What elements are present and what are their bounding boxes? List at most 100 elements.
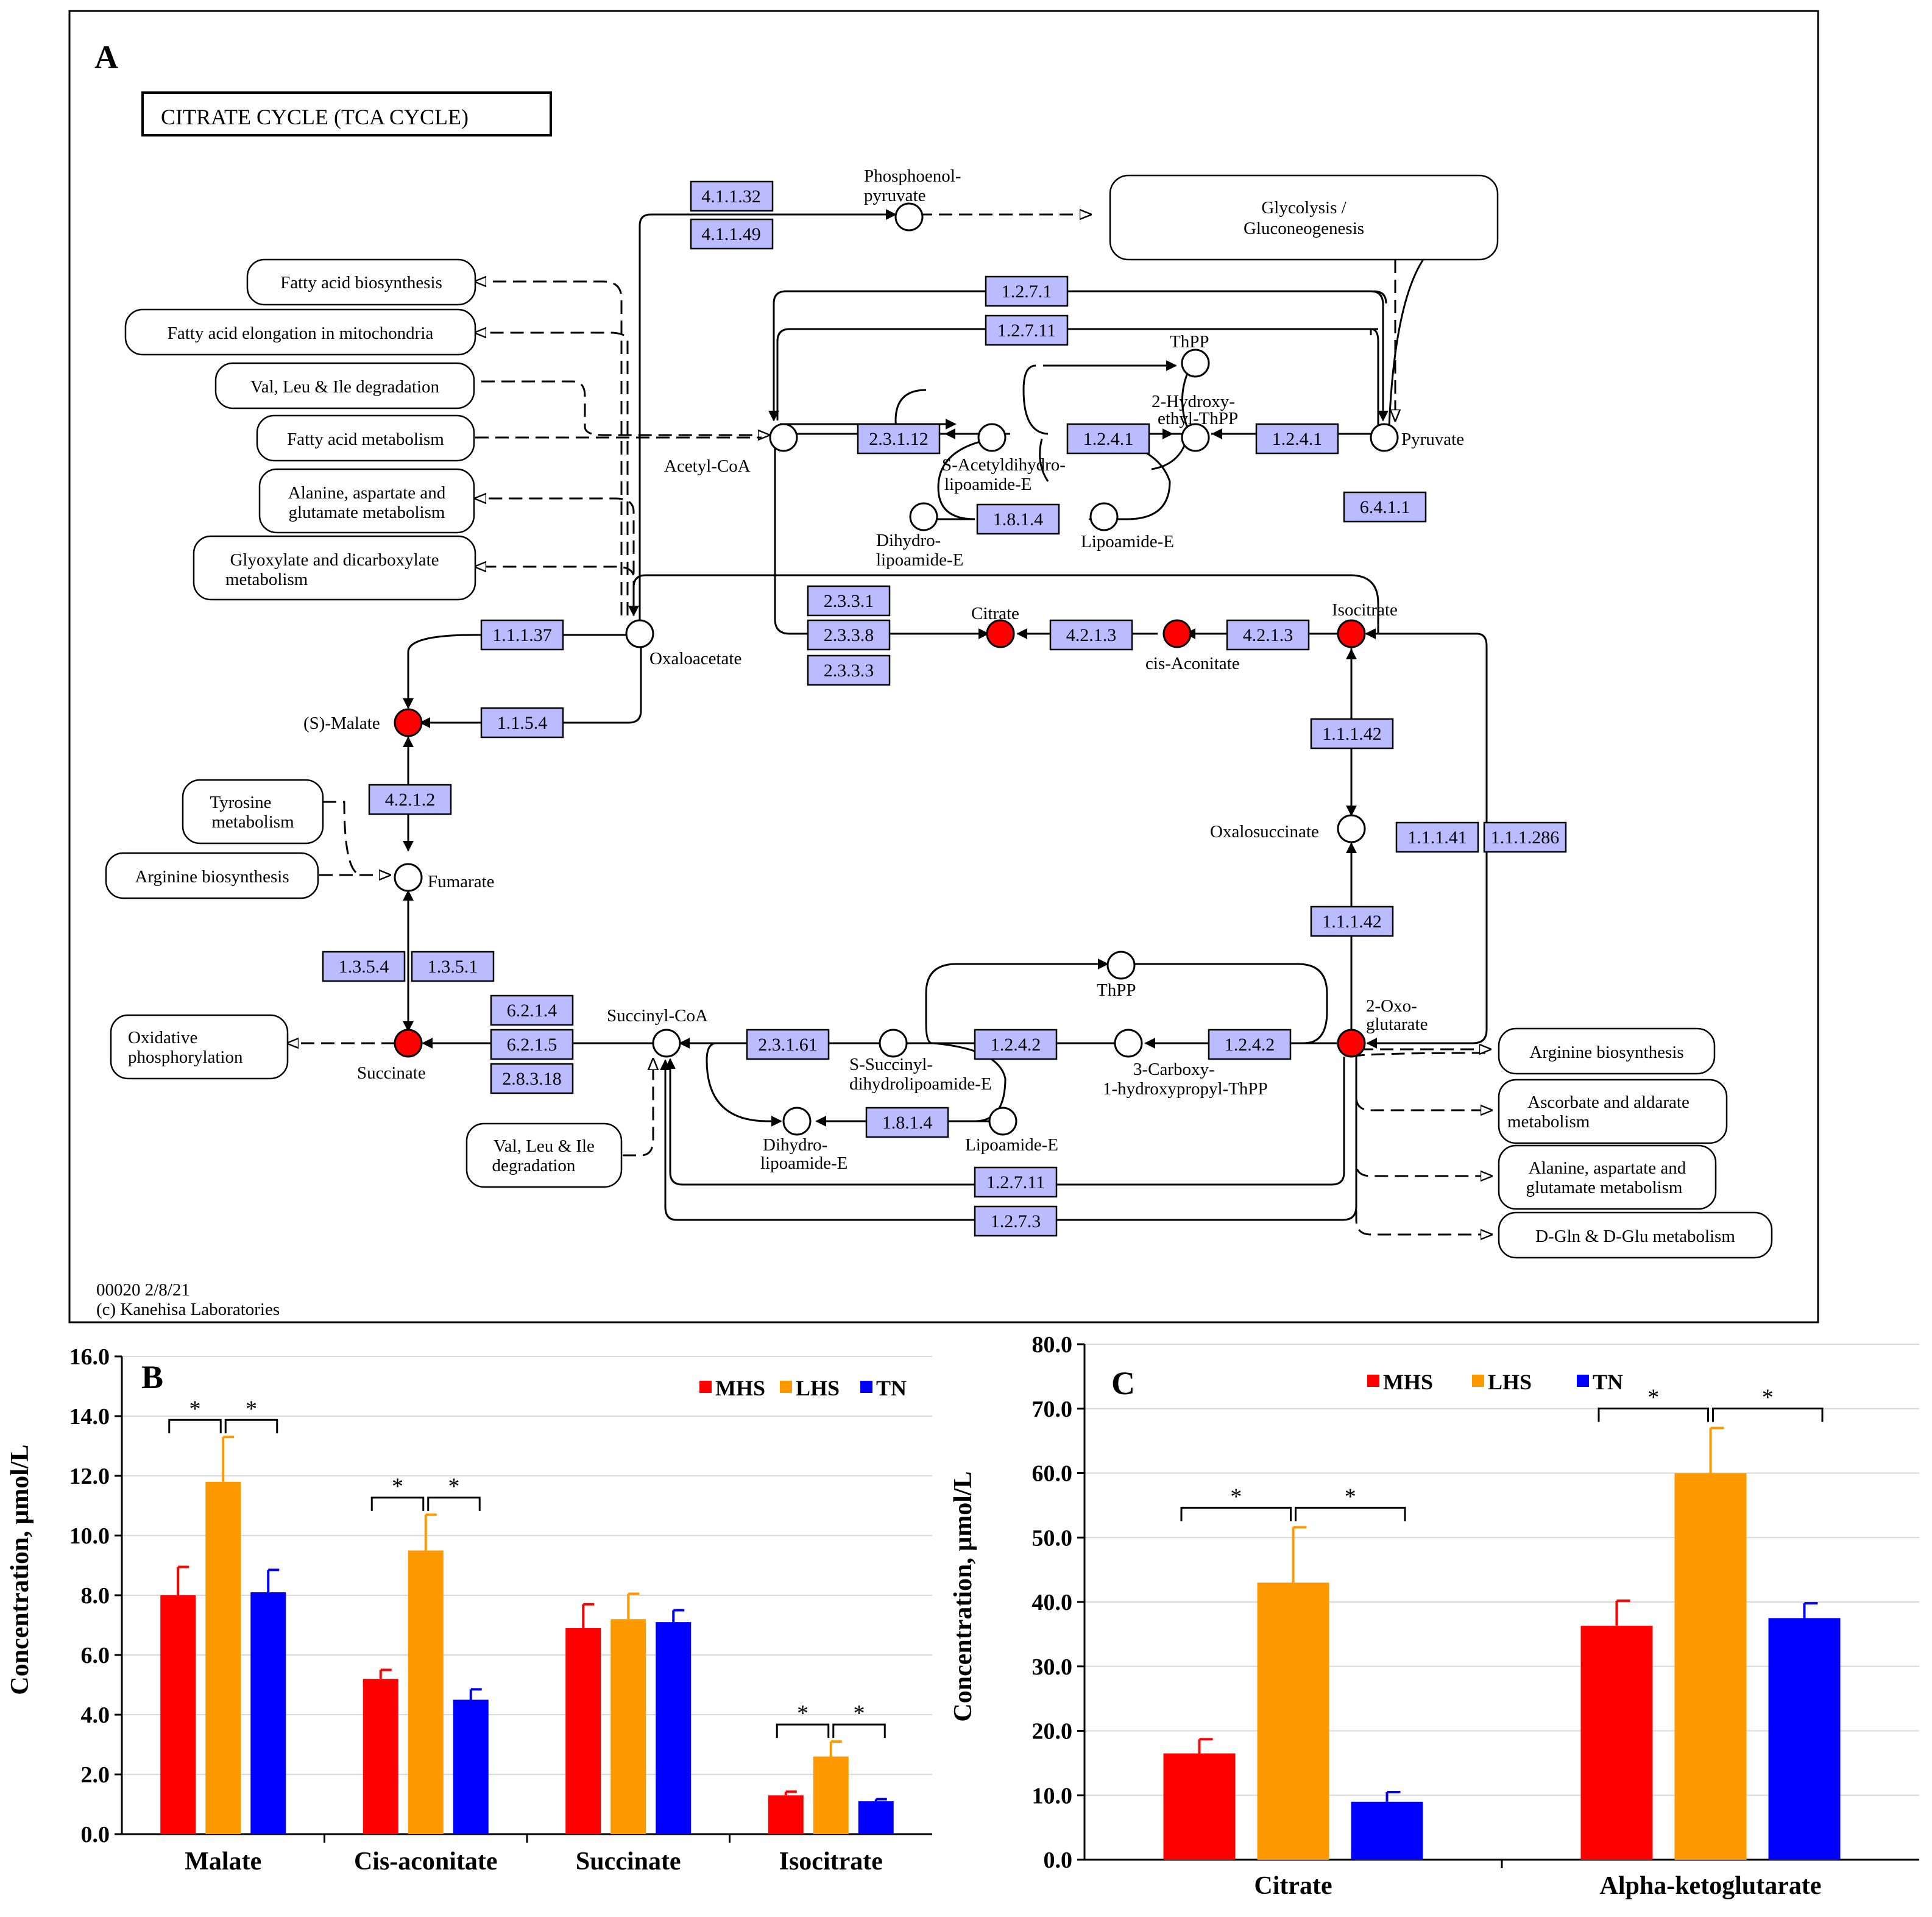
chartB-bar-lhs bbox=[813, 1756, 849, 1834]
svg-text:Oxalosuccinate: Oxalosuccinate bbox=[1210, 822, 1319, 842]
panel-b-tick-labels: 0.0 2.0 4.0 6.0 8.0 10.0 12.0 14.0 16.0 bbox=[69, 1344, 110, 1848]
panel-a: A CITRATE CYCLE (TCA CYCLE) bbox=[68, 10, 1819, 1323]
chartB-bar-tn bbox=[250, 1592, 286, 1834]
ec-2-8-3-18: 2.8.3.18 bbox=[490, 1063, 574, 1094]
chartB-sig-star: * bbox=[392, 1474, 403, 1500]
panel-b-label: B bbox=[141, 1359, 163, 1395]
svg-text:3-Carboxy-: 3-Carboxy- bbox=[1133, 1060, 1215, 1079]
svg-text:2.3.3.8: 2.3.3.8 bbox=[824, 625, 874, 645]
svg-text:Succinate: Succinate bbox=[357, 1063, 426, 1083]
svg-text:6.2.1.5: 6.2.1.5 bbox=[507, 1035, 557, 1055]
svg-text:1.2.7.11: 1.2.7.11 bbox=[997, 321, 1056, 341]
ec-2-3-1-61: 2.3.1.61 bbox=[746, 1029, 830, 1060]
svg-text:ThPP: ThPP bbox=[1097, 980, 1136, 1000]
chartB-ytick-label: 14.0 bbox=[69, 1404, 110, 1430]
chartC-bar-tn bbox=[1351, 1801, 1423, 1860]
svg-text:S-Succinyl-: S-Succinyl- bbox=[849, 1055, 933, 1074]
chartC-category-label: Citrate bbox=[1254, 1872, 1332, 1900]
chartB-bar-tn bbox=[453, 1699, 489, 1834]
panel-c-significance: * * * * bbox=[1180, 1384, 1824, 1522]
ec-1-1-1-41: 1.1.1.41 bbox=[1395, 821, 1479, 853]
svg-text:2.3.3.3: 2.3.3.3 bbox=[824, 661, 874, 681]
chartC-bar-tn bbox=[1768, 1618, 1841, 1860]
svg-text:degradation: degradation bbox=[492, 1156, 576, 1175]
chartB-sig-star: * bbox=[448, 1474, 460, 1500]
chartC-bar-lhs bbox=[1257, 1582, 1329, 1860]
svg-text:Lipoamide-E: Lipoamide-E bbox=[1081, 532, 1174, 551]
svg-text:2.3.3.1: 2.3.3.1 bbox=[824, 591, 874, 611]
svg-text:ethyl-ThPP: ethyl-ThPP bbox=[1158, 409, 1238, 428]
chartC-sig-star: * bbox=[1762, 1384, 1774, 1410]
svg-text:6.4.1.1: 6.4.1.1 bbox=[1360, 497, 1410, 517]
chartC-legend-swatch-tn bbox=[1577, 1375, 1589, 1387]
panel-b-legend: MHS LHS TN bbox=[699, 1376, 907, 1400]
ec-2-3-3-3: 2.3.3.3 bbox=[807, 654, 891, 686]
svg-text:4.1.1.49: 4.1.1.49 bbox=[701, 224, 761, 244]
svg-text:1.3.5.4: 1.3.5.4 bbox=[339, 957, 389, 977]
svg-text:Pyruvate: Pyruvate bbox=[1401, 430, 1464, 449]
svg-text:1.2.4.2: 1.2.4.2 bbox=[1225, 1035, 1275, 1055]
chartB-ytick-label: 6.0 bbox=[81, 1643, 110, 1668]
panel-c-ylabel: Concentration, μmol/L bbox=[949, 1471, 977, 1721]
svg-text:Fatty acid metabolism: Fatty acid metabolism bbox=[287, 430, 444, 449]
svg-text:pyruvate: pyruvate bbox=[864, 186, 925, 205]
svg-text:1.1.1.286: 1.1.1.286 bbox=[1491, 827, 1560, 848]
svg-text:4.1.1.32: 4.1.1.32 bbox=[701, 186, 761, 207]
svg-text:1.8.1.4: 1.8.1.4 bbox=[882, 1113, 933, 1133]
node-oxoglutarate bbox=[1337, 1029, 1366, 1058]
svg-text:1.1.1.41: 1.1.1.41 bbox=[1407, 827, 1467, 848]
svg-text:2-Oxo-: 2-Oxo- bbox=[1366, 996, 1417, 1016]
svg-text:(S)-Malate: (S)-Malate bbox=[303, 714, 380, 733]
svg-text:6.2.1.4: 6.2.1.4 bbox=[507, 1001, 557, 1021]
chartC-sig-bracket bbox=[1295, 1506, 1406, 1522]
pathway-boxes: Glycolysis /Gluconeogenesis Fatty acid b… bbox=[105, 174, 1773, 1259]
footer-id: 00020 2/8/21 bbox=[96, 1280, 190, 1300]
chartB-sig-star: * bbox=[246, 1396, 257, 1422]
panel-b-chart: 0.0 2.0 4.0 6.0 8.0 10.0 12.0 14.0 16.0 Malate Ci… bbox=[6, 1344, 932, 1876]
chartC-ytick-label: 30.0 bbox=[1032, 1654, 1073, 1680]
chartB-sig-star: * bbox=[189, 1396, 201, 1422]
svg-text:lipoamide-E: lipoamide-E bbox=[760, 1153, 847, 1173]
chartC-sig-star: * bbox=[1345, 1484, 1356, 1509]
node-malate bbox=[394, 708, 423, 737]
chartB-sig-bracket bbox=[370, 1497, 425, 1511]
svg-text:metabolism: metabolism bbox=[211, 812, 294, 832]
node-hydroxyethyl-thpp bbox=[1181, 423, 1210, 452]
ec-4-2-1-3-b: 4.2.1.3 bbox=[1226, 619, 1310, 651]
svg-text:Oxidative: Oxidative bbox=[128, 1028, 197, 1047]
node-succinyl-coa bbox=[652, 1029, 681, 1058]
svg-text:cis-Aconitate: cis-Aconitate bbox=[1145, 654, 1240, 673]
node-s-acetyldihydrolipoamide bbox=[977, 423, 1007, 452]
chartB-legend-swatch-lhs bbox=[780, 1381, 792, 1393]
svg-text:Glyoxylate and dicarboxylate: Glyoxylate and dicarboxylate bbox=[230, 550, 439, 570]
ec-2-3-1-12: 2.3.1.12 bbox=[857, 423, 941, 455]
chartC-ytick-label: 20.0 bbox=[1032, 1719, 1073, 1745]
chartB-bar-lhs bbox=[205, 1481, 241, 1834]
map-fatty-acid-biosynthesis: Fatty acid biosynthesis bbox=[246, 258, 476, 306]
svg-text:1.1.1.37: 1.1.1.37 bbox=[492, 625, 552, 645]
enzyme-boxes: 4.1.1.32 4.1.1.49 1.2.7.1 1.2.7.11 2.3.1… bbox=[322, 180, 1567, 1237]
svg-text:Arginine biosynthesis: Arginine biosynthesis bbox=[135, 867, 289, 887]
chartC-sig-star: * bbox=[1647, 1384, 1659, 1410]
ec-6-4-1-1: 6.4.1.1 bbox=[1343, 491, 1427, 523]
node-dihydrolipoamide-bottom bbox=[782, 1107, 812, 1136]
chartB-category-label: Malate bbox=[185, 1848, 261, 1876]
ec-4-1-1-49: 4.1.1.49 bbox=[690, 218, 774, 250]
svg-text:1.1.1.42: 1.1.1.42 bbox=[1322, 912, 1382, 932]
chartB-sig-star: * bbox=[797, 1701, 809, 1726]
map-glycolysis: Glycolysis /Gluconeogenesis bbox=[1109, 174, 1499, 261]
svg-text:1.1.5.4: 1.1.5.4 bbox=[497, 713, 548, 733]
ec-1-2-4-1-b: 1.2.4.1 bbox=[1255, 423, 1339, 455]
chartB-ytick-label: 4.0 bbox=[81, 1703, 110, 1728]
chartC-bar-mhs bbox=[1163, 1753, 1236, 1860]
panel-c-legend: MHS LHS TN bbox=[1367, 1370, 1623, 1394]
node-lipoamide-top bbox=[1089, 502, 1119, 531]
ec-6-2-1-4: 6.2.1.4 bbox=[490, 994, 574, 1026]
chartB-bar-mhs bbox=[363, 1679, 398, 1834]
ec-4-2-1-3-a: 4.2.1.3 bbox=[1049, 619, 1133, 651]
svg-text:S-Acetyldihydro-: S-Acetyldihydro- bbox=[942, 455, 1066, 475]
node-succinate bbox=[394, 1029, 423, 1058]
svg-text:glutamate metabolism: glutamate metabolism bbox=[289, 503, 445, 522]
